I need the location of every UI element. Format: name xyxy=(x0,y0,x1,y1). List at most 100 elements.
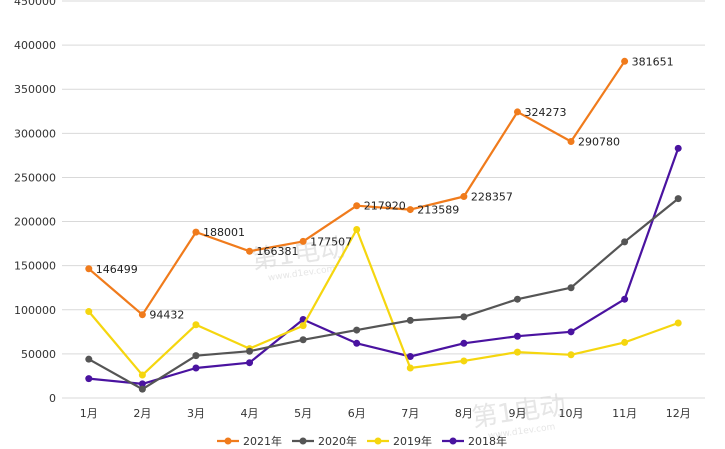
x-tick-label: 6月 xyxy=(348,407,366,420)
data-point xyxy=(674,195,682,203)
data-label: 324273 xyxy=(524,106,566,119)
data-labels: 146499 94432 188001 166381 177507 217920 21358… xyxy=(96,55,674,321)
data-point xyxy=(192,364,200,372)
x-tick-label: 8月 xyxy=(455,407,473,420)
data-point xyxy=(406,353,414,361)
data-label: 146499 xyxy=(96,263,138,276)
y-tick-label: 250000 xyxy=(14,171,56,184)
data-point xyxy=(246,347,254,355)
data-point xyxy=(674,319,682,327)
data-label: 213589 xyxy=(417,204,459,217)
y-tick-label: 100000 xyxy=(14,304,56,317)
data-point xyxy=(460,339,468,347)
x-tick-label: 1月 xyxy=(80,407,98,420)
data-point xyxy=(513,108,521,116)
data-point xyxy=(406,206,414,214)
legend-label: 2018年 xyxy=(468,434,507,448)
y-tick-label: 400000 xyxy=(14,39,56,52)
legend-marker xyxy=(374,437,382,445)
series-line xyxy=(88,60,626,316)
data-label: 228357 xyxy=(471,191,513,204)
data-point xyxy=(138,371,146,379)
data-label: 166381 xyxy=(257,245,299,258)
x-axis: 1月 2月 3月 4月 5月 6月 7月 8月 9月 10月 11月 12月 xyxy=(80,407,691,420)
data-point xyxy=(192,321,200,329)
data-point xyxy=(567,137,575,145)
series-line xyxy=(88,197,679,391)
legend-label: 2021年 xyxy=(243,434,282,448)
series-2018年 xyxy=(85,144,682,388)
y-tick-label: 200000 xyxy=(14,216,56,229)
data-point xyxy=(513,295,521,303)
data-label: 177507 xyxy=(310,235,352,248)
data-point xyxy=(460,313,468,321)
y-tick-label: 300000 xyxy=(14,127,56,140)
y-axis: 0 50000 100000 150000 200000 250000 300000 3500… xyxy=(14,0,56,405)
y-tick-label: 50000 xyxy=(21,348,56,361)
data-point xyxy=(85,355,93,363)
x-tick-label: 3月 xyxy=(187,407,205,420)
data-point xyxy=(460,357,468,365)
data-point xyxy=(567,328,575,336)
x-tick-label: 10月 xyxy=(559,407,584,420)
legend-marker xyxy=(449,437,457,445)
data-point xyxy=(299,237,307,245)
data-point xyxy=(674,144,682,152)
series-layer xyxy=(85,57,682,393)
series-2020年 xyxy=(85,195,682,393)
data-point xyxy=(299,322,307,330)
legend-label: 2020年 xyxy=(318,434,357,448)
data-point xyxy=(353,225,361,233)
data-point xyxy=(246,247,254,255)
data-point xyxy=(621,295,629,303)
data-point xyxy=(299,336,307,344)
x-tick-label: 11月 xyxy=(612,407,637,420)
data-label: 381651 xyxy=(632,55,674,68)
legend-item: 2019年 xyxy=(367,434,432,448)
legend-marker xyxy=(299,437,307,445)
data-point xyxy=(621,338,629,346)
data-point xyxy=(567,351,575,359)
data-point xyxy=(138,311,146,319)
y-tick-label: 350000 xyxy=(14,83,56,96)
data-point xyxy=(192,228,200,236)
data-point xyxy=(406,316,414,324)
data-point xyxy=(567,284,575,292)
data-point xyxy=(85,375,93,383)
y-tick-label: 150000 xyxy=(14,260,56,273)
data-point xyxy=(406,364,414,372)
x-tick-label: 12月 xyxy=(666,407,691,420)
data-point xyxy=(138,385,146,393)
legend-item: 2021年 xyxy=(217,434,282,448)
data-point xyxy=(246,359,254,367)
legend-label: 2019年 xyxy=(393,434,432,448)
data-point xyxy=(621,57,629,65)
data-point xyxy=(460,193,468,201)
legend-item: 2020年 xyxy=(292,434,357,448)
legend: 2021年 2020年 2019年 2018年 xyxy=(217,434,507,448)
data-point xyxy=(353,339,361,347)
x-tick-label: 5月 xyxy=(294,407,312,420)
data-point xyxy=(621,238,629,246)
data-point xyxy=(192,352,200,360)
y-tick-label: 450000 xyxy=(14,0,56,8)
series-2019年 xyxy=(85,225,682,379)
legend-item: 2018年 xyxy=(442,434,507,448)
data-point xyxy=(353,202,361,210)
gridlines xyxy=(62,0,705,399)
x-tick-label: 4月 xyxy=(241,407,259,420)
data-label: 290780 xyxy=(578,135,620,148)
data-point xyxy=(353,326,361,334)
x-tick-label: 7月 xyxy=(401,407,419,420)
x-tick-label: 9月 xyxy=(508,407,526,420)
legend-marker xyxy=(224,437,232,445)
data-point xyxy=(513,332,521,340)
data-label: 94432 xyxy=(149,309,184,322)
series-line xyxy=(87,228,679,377)
y-tick-label: 0 xyxy=(49,392,56,405)
data-label: 188001 xyxy=(203,226,245,239)
series-2021年 xyxy=(85,57,629,319)
data-label: 217920 xyxy=(364,200,406,213)
